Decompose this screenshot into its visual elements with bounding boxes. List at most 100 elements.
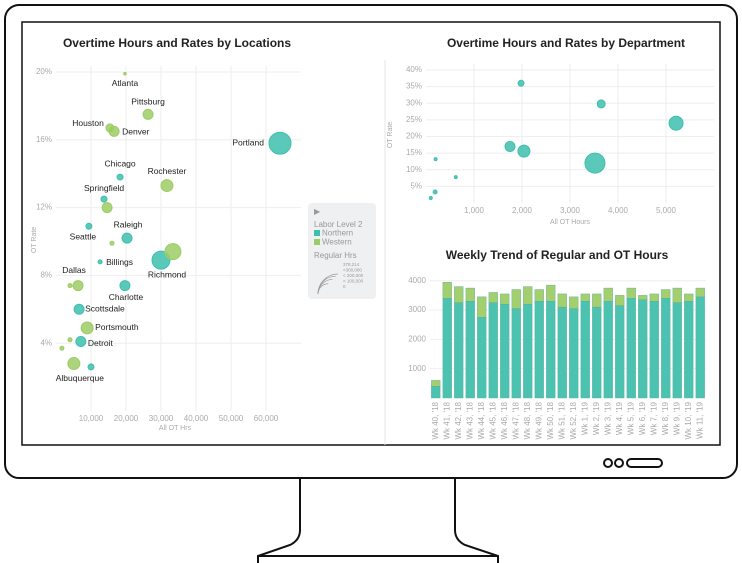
- x-tick-label: Wk 40, '18: [431, 401, 440, 439]
- x-tick-label: Wk 4, '19: [615, 401, 624, 435]
- bubble: [116, 173, 124, 181]
- bar-segment: [615, 305, 625, 399]
- bubble: [85, 222, 93, 230]
- x-tick-label: Wk 50, '18: [546, 401, 555, 439]
- y-tick-label: 4%: [40, 338, 52, 347]
- y-tick-label: 16%: [36, 135, 52, 144]
- legend-label: Western: [322, 238, 352, 247]
- x-tick-label: 10,000: [79, 414, 104, 423]
- y-tick-label: 12%: [36, 203, 52, 212]
- bar-segment: [684, 293, 694, 302]
- point-label: Albuquerque: [56, 373, 104, 383]
- size-legend-label: < 200,000: [343, 273, 364, 278]
- bubble: [268, 131, 292, 155]
- bubble: [504, 140, 516, 152]
- bar-segment: [442, 281, 452, 299]
- bubble: [97, 259, 103, 265]
- x-tick-label: Wk 49, '18: [534, 401, 543, 439]
- bubble: [164, 243, 182, 261]
- point-label: Billings: [106, 257, 133, 267]
- y-tick-label: 20%: [406, 132, 422, 141]
- x-tick-label: 30,000: [149, 414, 174, 423]
- point-label: Seattle: [70, 231, 97, 241]
- bar-segment: [672, 302, 682, 399]
- x-tick-label: Wk 41, '18: [442, 401, 451, 439]
- bubble: [121, 232, 133, 244]
- bar-segment: [546, 301, 556, 399]
- point-label: Houston: [72, 118, 104, 128]
- bubble: [517, 144, 531, 158]
- bubble: [75, 336, 87, 348]
- y-tick-label: 35%: [406, 82, 422, 91]
- point-label: Chicago: [104, 158, 135, 168]
- bubble: [453, 175, 458, 180]
- bar-segment: [488, 302, 498, 399]
- x-tick-label: Wk 51, '18: [557, 401, 566, 439]
- bubble: [517, 79, 525, 87]
- button: [614, 458, 624, 468]
- bar-segment: [546, 284, 556, 302]
- y-tick-label: 8%: [40, 271, 52, 280]
- bar-segment: [511, 308, 521, 399]
- x-tick-label: 2,000: [512, 206, 533, 215]
- bar-segment: [557, 306, 567, 399]
- legend-swatch: [314, 230, 320, 236]
- bar-segment: [649, 301, 659, 399]
- bar-segment: [477, 317, 487, 399]
- bubble: [59, 345, 65, 351]
- bubble: [67, 337, 73, 343]
- button: [626, 458, 663, 468]
- bar-segment: [500, 293, 510, 305]
- x-tick-label: 1,000: [464, 206, 485, 215]
- bar-segment: [603, 301, 613, 399]
- x-tick-label: 20,000: [114, 414, 139, 423]
- y-axis-label: OT Rate: [31, 227, 38, 253]
- bar-segment: [488, 292, 498, 303]
- bubble: [119, 280, 131, 292]
- point-label: Scottsdale: [85, 304, 125, 314]
- bar-segment: [431, 386, 441, 399]
- bubble: [433, 157, 438, 162]
- bar-segment: [661, 298, 671, 399]
- chart-title: Overtime Hours and Rates by Department: [447, 36, 685, 50]
- point-label: Charlotte: [109, 292, 144, 302]
- bar-segment: [580, 301, 590, 399]
- bar-segment: [454, 302, 464, 399]
- point-label: Portland: [232, 137, 264, 147]
- bar-segment: [580, 293, 590, 302]
- y-tick-label: 20%: [36, 67, 52, 76]
- size-legend-label: <300,000: [343, 268, 362, 273]
- bar-segment: [626, 298, 636, 399]
- x-tick-label: Wk 1, '19: [580, 401, 589, 435]
- bubble: [428, 196, 433, 201]
- chart-title: Weekly Trend of Regular and OT Hours: [446, 248, 669, 262]
- chart-title: Overtime Hours and Rates by Locations: [63, 36, 291, 50]
- bar-segment: [511, 289, 521, 309]
- bubble: [596, 99, 606, 109]
- point-label: Rochester: [148, 166, 187, 176]
- point-label: Atlanta: [112, 78, 139, 88]
- bar-segment: [569, 308, 579, 399]
- bar-segment: [695, 296, 705, 399]
- x-tick-label: 4,000: [608, 206, 629, 215]
- bar-segment: [638, 299, 648, 399]
- y-tick-label: 3000: [408, 305, 426, 314]
- monitor-stand: [257, 478, 499, 563]
- bubble: [584, 152, 606, 174]
- y-tick-label: 30%: [406, 98, 422, 107]
- size-legend-title: Regular Hrs: [314, 251, 357, 260]
- bar-segment: [557, 293, 567, 308]
- x-tick-label: Wk 44, '18: [477, 401, 486, 439]
- x-tick-label: Wk 6, '19: [638, 401, 647, 435]
- bubble: [142, 108, 154, 120]
- bar-segment: [592, 306, 602, 399]
- x-tick-label: Wk 42, '18: [454, 401, 463, 439]
- bar-segment: [534, 301, 544, 399]
- x-tick-label: Wk 43, '18: [465, 401, 474, 439]
- bar-segment: [603, 287, 613, 302]
- point-label: Springfield: [84, 183, 124, 193]
- bar-segment: [638, 295, 648, 300]
- bar-segment: [534, 289, 544, 302]
- bar-segment: [523, 303, 533, 399]
